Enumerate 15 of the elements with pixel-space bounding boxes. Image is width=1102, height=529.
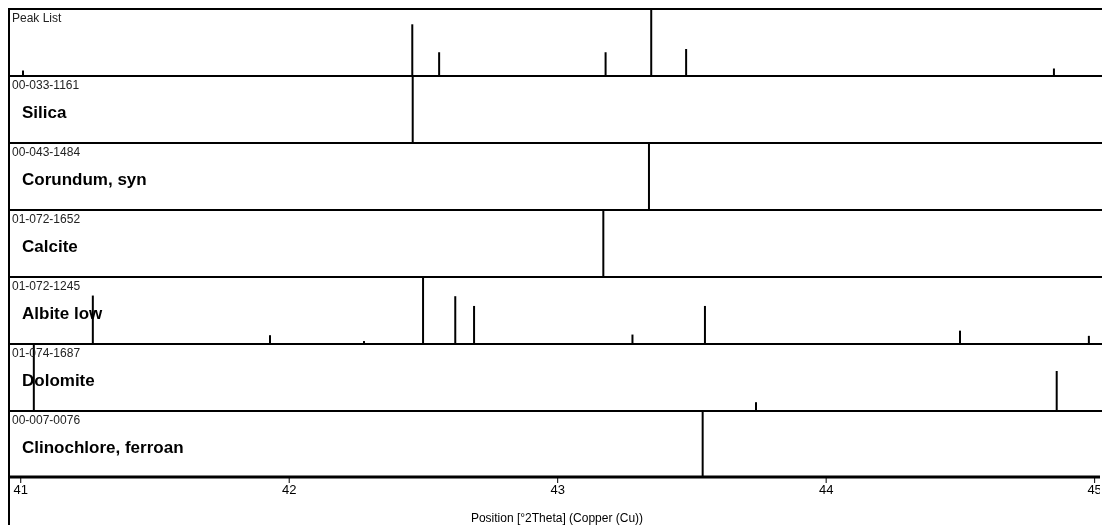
text: Corundum, syn [22, 170, 147, 190]
text: Calcite [22, 237, 78, 257]
x-tick-label: 44 [818, 482, 834, 498]
x-tick-label: 41 [13, 482, 28, 498]
x-axis-title: Position [°2Theta] (Copper (Cu)) [469, 511, 645, 525]
text: Silica [22, 103, 67, 123]
chart-title: 00-033-1161 [12, 78, 80, 92]
x-tick-label: 43 [550, 482, 565, 498]
chart-title: 00-043-1484 [12, 145, 81, 159]
chart-title: 01-072-1652 [12, 212, 81, 226]
chart-title: 00-007-0076 [12, 413, 81, 427]
chart-title: 01-072-1245 [12, 279, 81, 293]
x-tick-label: 42 [281, 482, 297, 498]
text: Clinochlore, ferroan [22, 438, 184, 458]
chart-title: Peak List [12, 11, 62, 25]
